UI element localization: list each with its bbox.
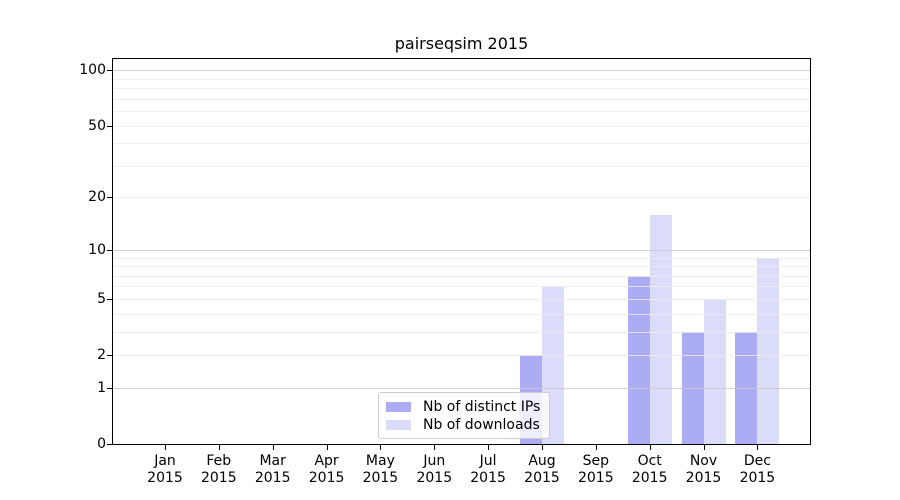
x-tick-label-year: 2015 xyxy=(147,470,183,486)
x-tick-label-year: 2015 xyxy=(470,470,506,486)
x-tick-mark xyxy=(165,445,166,450)
x-tick-mark xyxy=(434,445,436,450)
x-tick-label: Apr 2015 xyxy=(297,453,357,487)
gridline-minor xyxy=(113,286,810,288)
gridline-major xyxy=(113,70,810,72)
y-tick-label: 5 xyxy=(97,290,106,307)
x-tick-mark xyxy=(595,445,597,450)
gridline-minor xyxy=(113,257,810,259)
gridline-minor xyxy=(113,88,810,90)
gridline-minor xyxy=(113,165,810,167)
x-tick-label: May 2015 xyxy=(350,453,410,487)
y-tick-label: 2 xyxy=(97,347,106,363)
y-tick-mark xyxy=(107,249,112,251)
y-tick-label: 20 xyxy=(88,189,106,206)
gridline-minor xyxy=(113,125,810,127)
gridline-minor xyxy=(113,266,810,267)
legend-label-downloads: Nb of downloads xyxy=(423,417,540,433)
x-tick-label-year: 2015 xyxy=(631,470,668,486)
y-tick-mark xyxy=(107,444,112,445)
x-tick-mark xyxy=(218,445,220,450)
bar-downloads-nov xyxy=(703,298,726,444)
x-tick-label: Sep 2015 xyxy=(566,453,626,487)
legend-item-downloads: Nb of downloads xyxy=(386,416,541,434)
legend-swatch-downloads-icon xyxy=(386,420,411,430)
gridline-major xyxy=(113,387,810,389)
chart-title: pairseqsim 2015 xyxy=(394,34,529,53)
x-tick-label-year: 2015 xyxy=(577,470,614,486)
x-tick-label-year: 2015 xyxy=(685,470,722,486)
y-tick-mark xyxy=(107,298,112,300)
bar-distinct-ips-oct xyxy=(627,275,650,444)
bar-downloads-dec xyxy=(757,257,780,444)
x-tick-mark xyxy=(272,445,274,450)
gridline-minor xyxy=(113,275,810,277)
legend: Nb of distinct IPs Nb of downloads xyxy=(378,392,550,439)
y-tick-mark xyxy=(107,355,112,356)
x-tick-mark xyxy=(326,445,328,450)
x-tick-label: Nov 2015 xyxy=(674,453,734,487)
x-tick-label-year: 2015 xyxy=(308,470,345,486)
bar-distinct-ips-nov xyxy=(681,331,704,444)
x-tick-label: Dec 2015 xyxy=(727,453,787,487)
gridline-minor xyxy=(113,313,810,315)
x-tick-label: Jul 2015 xyxy=(458,453,518,487)
y-tick-label: 10 xyxy=(88,241,106,258)
legend-swatch-distinct-ips-icon xyxy=(386,402,411,412)
x-tick-label: Oct 2015 xyxy=(620,453,680,487)
y-tick-label: 50 xyxy=(88,117,106,134)
gridline-minor xyxy=(113,298,810,300)
x-tick-label-year: 2015 xyxy=(254,470,291,486)
x-tick-mark xyxy=(488,445,490,450)
y-tick-label: 1 xyxy=(97,379,106,396)
y-tick-mark xyxy=(107,70,112,72)
x-tick-label: Mar 2015 xyxy=(243,453,303,487)
y-tick-mark xyxy=(107,197,112,199)
x-tick-mark xyxy=(380,445,382,450)
x-tick-mark xyxy=(649,445,651,450)
gridline-minor xyxy=(113,98,810,100)
gridline-major xyxy=(113,249,810,251)
plot-area xyxy=(112,58,811,445)
legend-item-distinct-ips: Nb of distinct IPs xyxy=(386,398,541,416)
x-tick-label: Feb 2015 xyxy=(189,453,249,487)
y-tick-mark xyxy=(107,387,112,389)
x-tick-label-year: 2015 xyxy=(416,470,453,486)
x-tick-label-year: 2015 xyxy=(362,470,399,486)
y-tick-label: 0 xyxy=(97,436,106,452)
gridline-minor xyxy=(113,197,810,199)
x-tick-label: Aug 2015 xyxy=(512,453,572,487)
x-tick-label-year: 2015 xyxy=(524,470,560,486)
gridline-minor xyxy=(113,111,810,112)
legend-label-distinct-ips: Nb of distinct IPs xyxy=(423,399,541,415)
x-tick-label-year: 2015 xyxy=(200,470,237,486)
y-tick-mark xyxy=(107,125,112,127)
x-tick-mark xyxy=(542,445,543,450)
gridline-minor xyxy=(113,355,810,356)
y-tick-label: 100 xyxy=(79,62,106,79)
gridline-minor xyxy=(113,331,810,333)
x-tick-mark xyxy=(757,445,759,450)
bar-distinct-ips-dec xyxy=(735,331,758,444)
x-tick-mark xyxy=(703,445,705,450)
x-tick-label: Jun 2015 xyxy=(404,453,464,487)
gridline-minor xyxy=(113,143,810,145)
x-tick-label: Jan 2015 xyxy=(135,453,195,487)
gridline-minor xyxy=(113,78,810,80)
x-tick-label-year: 2015 xyxy=(739,470,776,486)
bar-downloads-oct xyxy=(649,214,672,444)
